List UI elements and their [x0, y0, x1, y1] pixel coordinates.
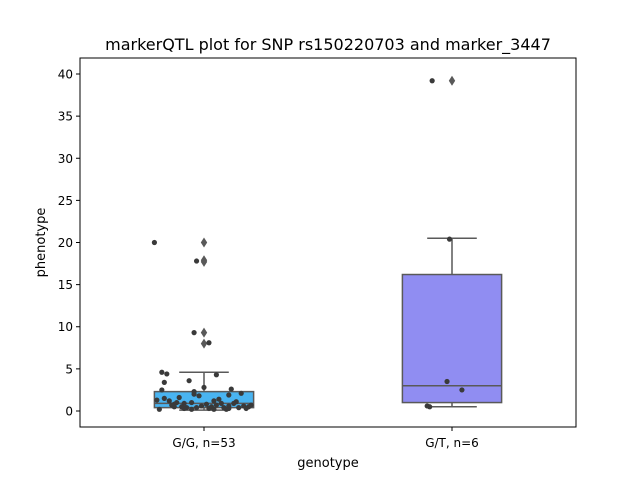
- plot-frame: [79, 57, 577, 428]
- data-point: [218, 400, 224, 407]
- data-point: [213, 372, 219, 378]
- data-point: [211, 406, 217, 412]
- data-point: [193, 258, 200, 264]
- data-point: [429, 78, 435, 84]
- data-point: [236, 405, 242, 411]
- data-point: [446, 236, 453, 242]
- x-tick-label: G/T, n=6: [425, 436, 479, 450]
- data-point: [228, 386, 234, 392]
- data-point: [176, 394, 182, 401]
- x-axis-label: genotype: [297, 456, 358, 471]
- data-point: [203, 401, 210, 407]
- y-tick-label: 30: [58, 152, 73, 166]
- data-point: [151, 239, 157, 246]
- data-point: [201, 384, 207, 391]
- data-point: [427, 404, 433, 410]
- data-point: [238, 390, 244, 396]
- outlier-marker: [448, 75, 456, 86]
- data-point: [211, 398, 217, 404]
- data-point: [459, 387, 465, 393]
- data-point: [231, 400, 237, 407]
- y-tick-label: 0: [65, 404, 73, 418]
- x-tick-label: G/G, n=53: [172, 436, 235, 450]
- data-point: [164, 371, 170, 377]
- y-tick-label: 20: [58, 236, 73, 250]
- data-point: [159, 369, 165, 375]
- y-tick-label: 5: [65, 362, 73, 376]
- data-point: [226, 392, 232, 398]
- data-point: [191, 391, 197, 397]
- data-point: [161, 395, 167, 401]
- data-point: [193, 405, 200, 411]
- y-tick-label: 15: [58, 278, 73, 292]
- outlier-marker: [200, 338, 208, 349]
- data-point: [206, 405, 212, 412]
- data-point: [161, 379, 167, 385]
- outlier-marker: [200, 327, 208, 338]
- chart-title: markerQTL plot for SNP rs150220703 and m…: [105, 35, 551, 55]
- y-tick-label: 40: [58, 68, 73, 82]
- data-point: [189, 399, 195, 406]
- data-point: [198, 403, 205, 409]
- box-iqr: [401, 273, 503, 404]
- data-point: [223, 406, 229, 412]
- data-point: [186, 378, 192, 384]
- y-tick-label: 10: [58, 320, 73, 334]
- data-point: [171, 404, 177, 410]
- data-point: [206, 340, 212, 346]
- data-point: [181, 405, 187, 412]
- y-tick-label: 35: [58, 110, 73, 124]
- data-point: [154, 397, 160, 403]
- outlier-marker: [200, 255, 208, 266]
- data-point: [189, 406, 195, 412]
- data-point: [159, 387, 165, 393]
- y-axis-label: phenotype: [34, 208, 49, 278]
- data-point: [216, 396, 222, 402]
- data-point: [166, 398, 172, 404]
- data-point: [196, 393, 202, 399]
- data-point: [191, 330, 197, 336]
- data-point: [156, 406, 162, 412]
- data-point: [444, 378, 450, 385]
- data-point: [213, 402, 219, 408]
- ticks-layer: 0 5 10 15 20 25 30 35 40 G/G, n=53 G/T, n=6: [58, 68, 479, 450]
- y-tick-label: 25: [58, 194, 73, 208]
- marks-layer: [151, 75, 503, 412]
- outlier-marker: [200, 237, 208, 248]
- data-point: [243, 405, 249, 412]
